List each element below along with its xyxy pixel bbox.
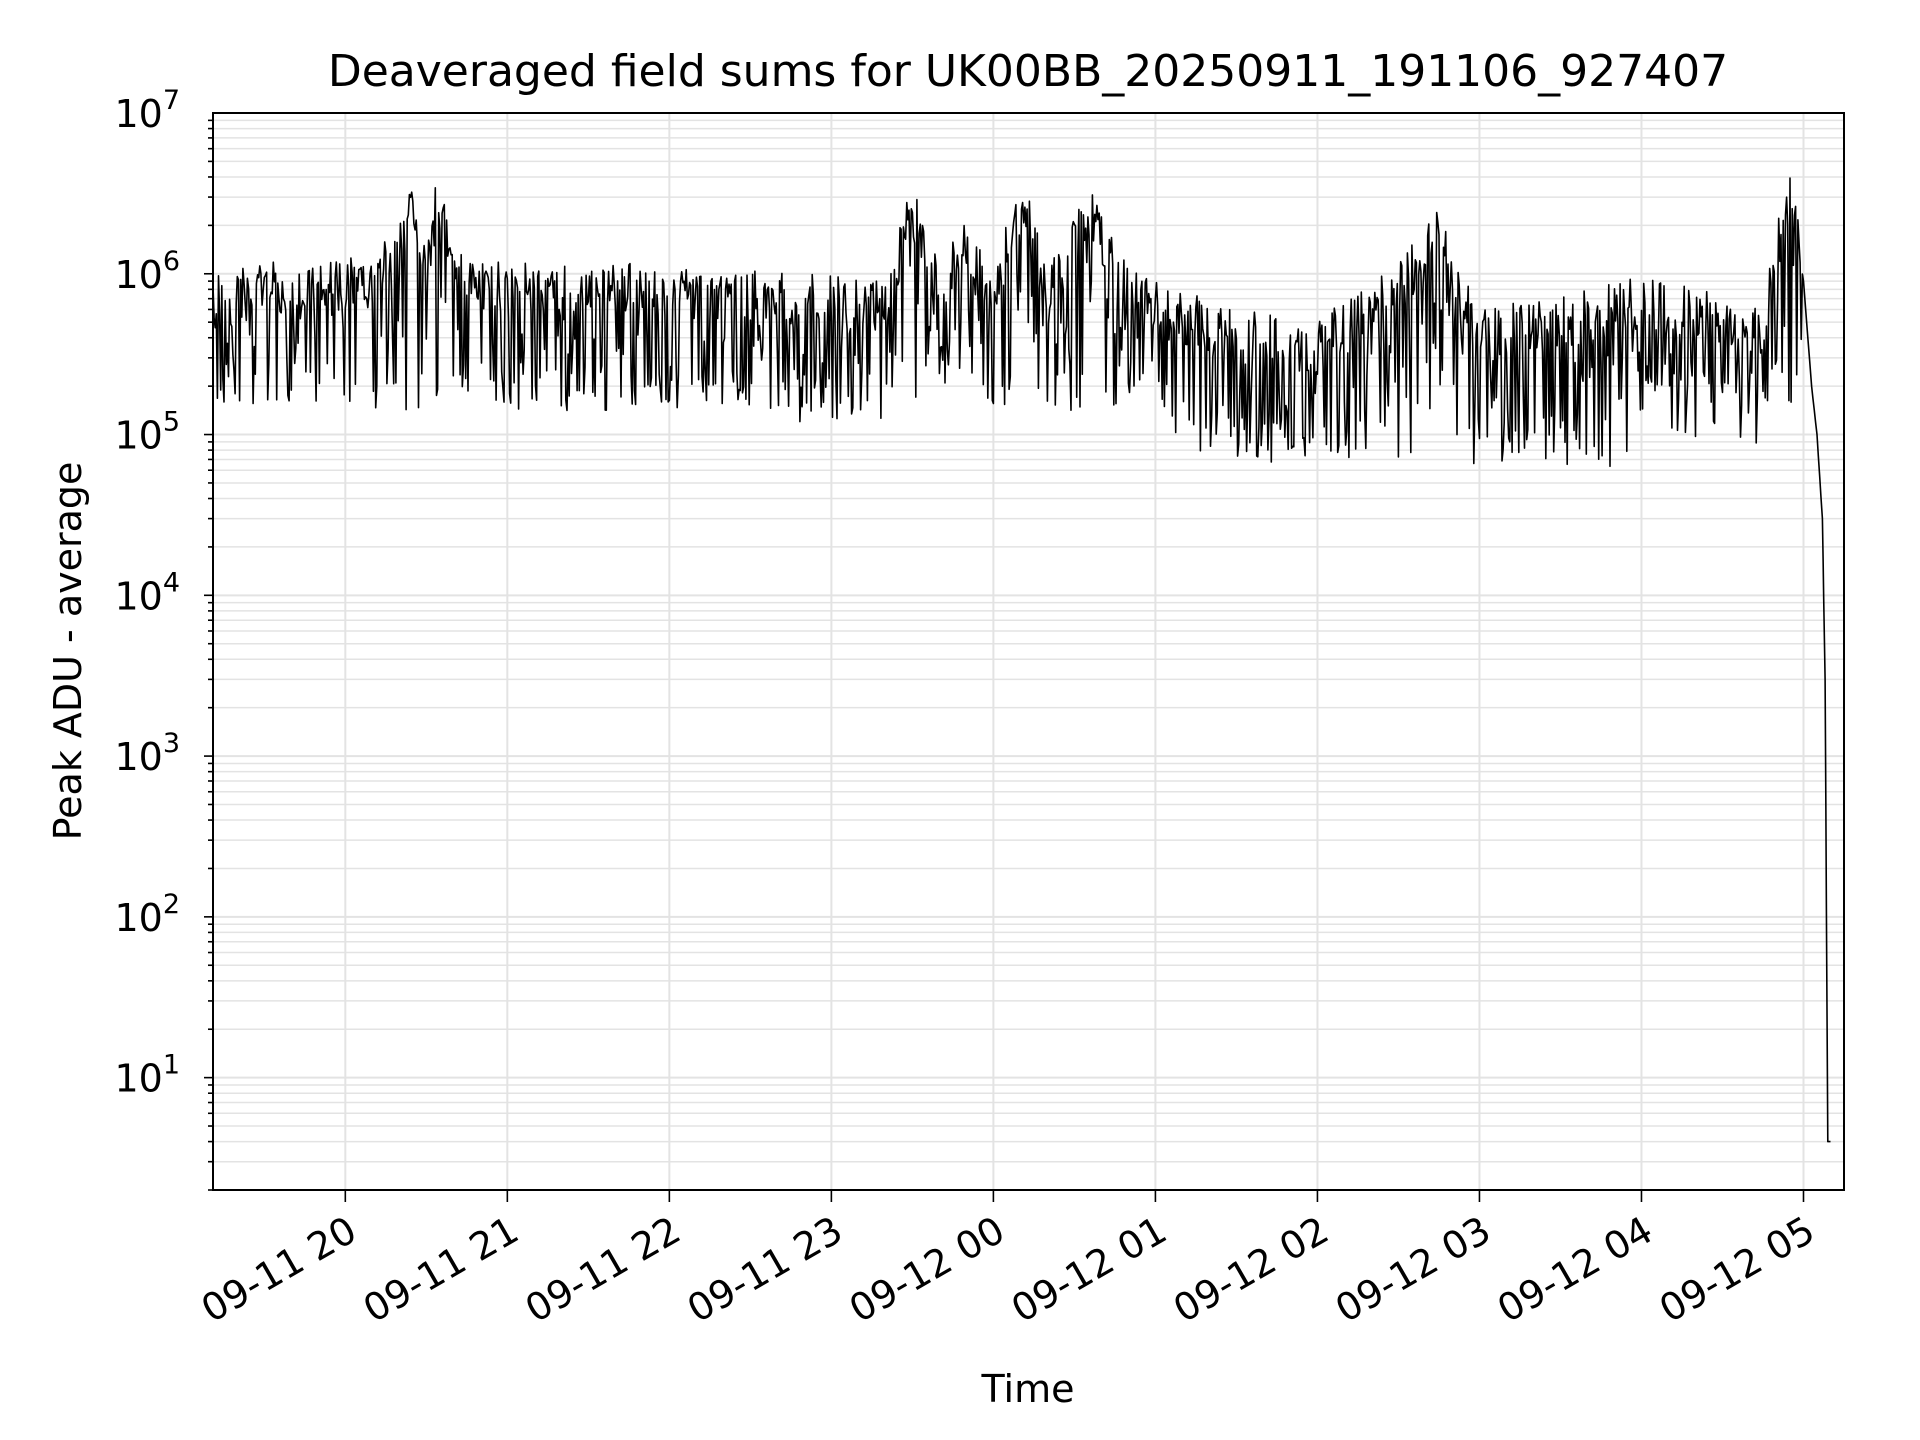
y-tick-label: 104 (114, 567, 180, 618)
plot-frame (212, 112, 1845, 1191)
grid (213, 113, 1844, 1191)
x-tick-label: 09-11 22 (518, 1208, 688, 1332)
x-tick-label: 09-12 03 (1328, 1208, 1498, 1332)
x-axis-label: Time (981, 1367, 1075, 1411)
x-tick-label: 09-11 20 (194, 1208, 364, 1332)
y-tick-label: 103 (114, 728, 180, 779)
series-line (212, 177, 1831, 1143)
x-tick-label: 09-11 23 (680, 1208, 850, 1332)
x-tick-label: 09-12 05 (1652, 1208, 1822, 1332)
y-tick-label: 107 (114, 85, 180, 136)
y-tick-label: 105 (114, 407, 180, 458)
x-tick-label: 09-12 01 (1004, 1208, 1174, 1332)
y-axis-label: Peak ADU - average (46, 462, 90, 841)
y-tick-label: 101 (114, 1050, 180, 1101)
x-tick-label: 09-12 04 (1490, 1208, 1660, 1332)
x-tick-label: 09-12 00 (842, 1208, 1012, 1332)
y-tick-label: 106 (114, 246, 180, 297)
series-line-layer (212, 177, 1831, 1143)
x-tick-label: 09-11 21 (356, 1208, 526, 1332)
x-tick-label: 09-12 02 (1166, 1208, 1336, 1332)
y-tick-label: 102 (114, 889, 180, 940)
chart-title: Deaveraged field sums for UK00BB_2025091… (328, 46, 1728, 97)
